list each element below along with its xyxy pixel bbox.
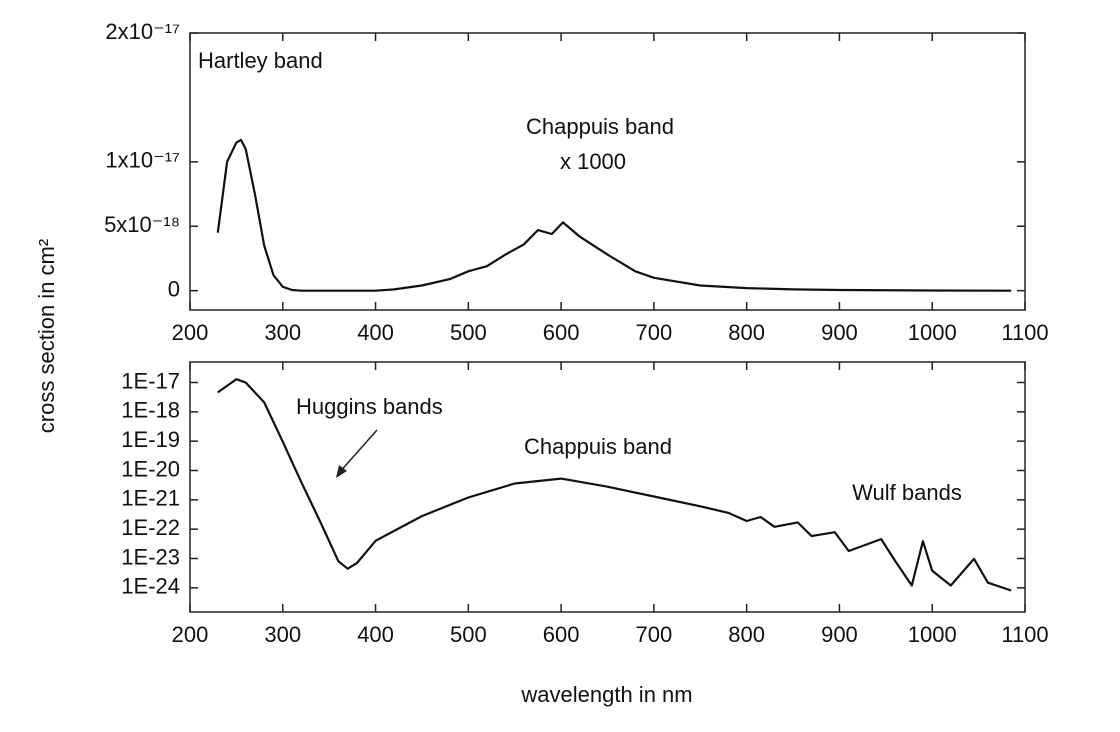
x-tick-label: 500: [450, 320, 487, 345]
annotation: Chappuis band: [524, 434, 672, 459]
y-tick-label: 1E-23: [121, 544, 180, 569]
y-tick-label: 0: [168, 276, 180, 301]
data-line: [216, 138, 1012, 292]
x-tick-label: 200: [172, 622, 209, 647]
x-tick-label: 800: [728, 622, 765, 647]
x-tick-label: 200: [172, 320, 209, 345]
x-tick-label: 700: [636, 320, 673, 345]
x-tick-label: 500: [450, 622, 487, 647]
x-tick-label: 1000: [908, 320, 957, 345]
x-tick-label: 800: [728, 320, 765, 345]
y-tick-label: 1E-22: [121, 515, 180, 540]
x-tick-label: 1000: [908, 622, 957, 647]
y-tick-label: 1E-18: [121, 398, 180, 423]
y-tick-label: 1E-20: [121, 456, 180, 481]
y-tick-label: 1x10⁻¹⁷: [105, 148, 180, 173]
y-tick-label: 1E-17: [121, 368, 180, 393]
x-tick-label: 1100: [1001, 622, 1048, 647]
plot-frame: [189, 32, 1026, 311]
data-line: [217, 378, 1012, 592]
annotation: Hartley band: [198, 48, 323, 73]
y-axis-label: cross section in cm²: [34, 239, 59, 433]
annotation-arrowhead: [336, 465, 347, 478]
y-tick-label: 5x10⁻¹⁸: [104, 212, 180, 237]
annotation: Chappuis band: [526, 114, 674, 139]
x-tick-label: 700: [636, 622, 673, 647]
x-tick-label: 300: [264, 622, 301, 647]
y-tick-label: 1E-19: [121, 427, 180, 452]
x-tick-label: 1100: [1001, 320, 1048, 345]
x-tick-label: 300: [264, 320, 301, 345]
x-tick-label: 900: [821, 622, 858, 647]
y-tick-label: 1E-24: [121, 574, 180, 599]
x-tick-label: 400: [357, 320, 394, 345]
x-tick-label: 400: [357, 622, 394, 647]
annotation-arrow: [337, 429, 378, 475]
x-tick-label: 900: [821, 320, 858, 345]
annotation: Wulf bands: [852, 480, 962, 505]
x-tick-label: 600: [543, 622, 580, 647]
y-tick-label: 2x10⁻¹⁷: [105, 19, 180, 44]
plot-frame: [189, 361, 1026, 613]
x-axis-label: wavelength in nm: [520, 682, 692, 707]
x-tick-label: 600: [543, 320, 580, 345]
annotation: Huggins bands: [296, 394, 443, 419]
annotation: x 1000: [560, 149, 626, 174]
y-tick-label: 1E-21: [121, 486, 180, 511]
